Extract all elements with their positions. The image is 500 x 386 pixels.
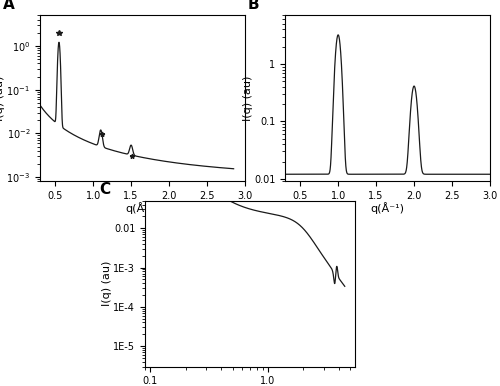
Text: A: A — [3, 0, 15, 12]
Y-axis label: I(q) (au): I(q) (au) — [242, 76, 252, 121]
X-axis label: q(Å⁻¹): q(Å⁻¹) — [126, 203, 160, 215]
Y-axis label: I(q) (au): I(q) (au) — [102, 261, 112, 306]
Text: B: B — [248, 0, 260, 12]
Text: C: C — [99, 183, 110, 197]
X-axis label: q(Å⁻¹): q(Å⁻¹) — [370, 203, 404, 215]
Y-axis label: I(q) (au): I(q) (au) — [0, 76, 5, 121]
